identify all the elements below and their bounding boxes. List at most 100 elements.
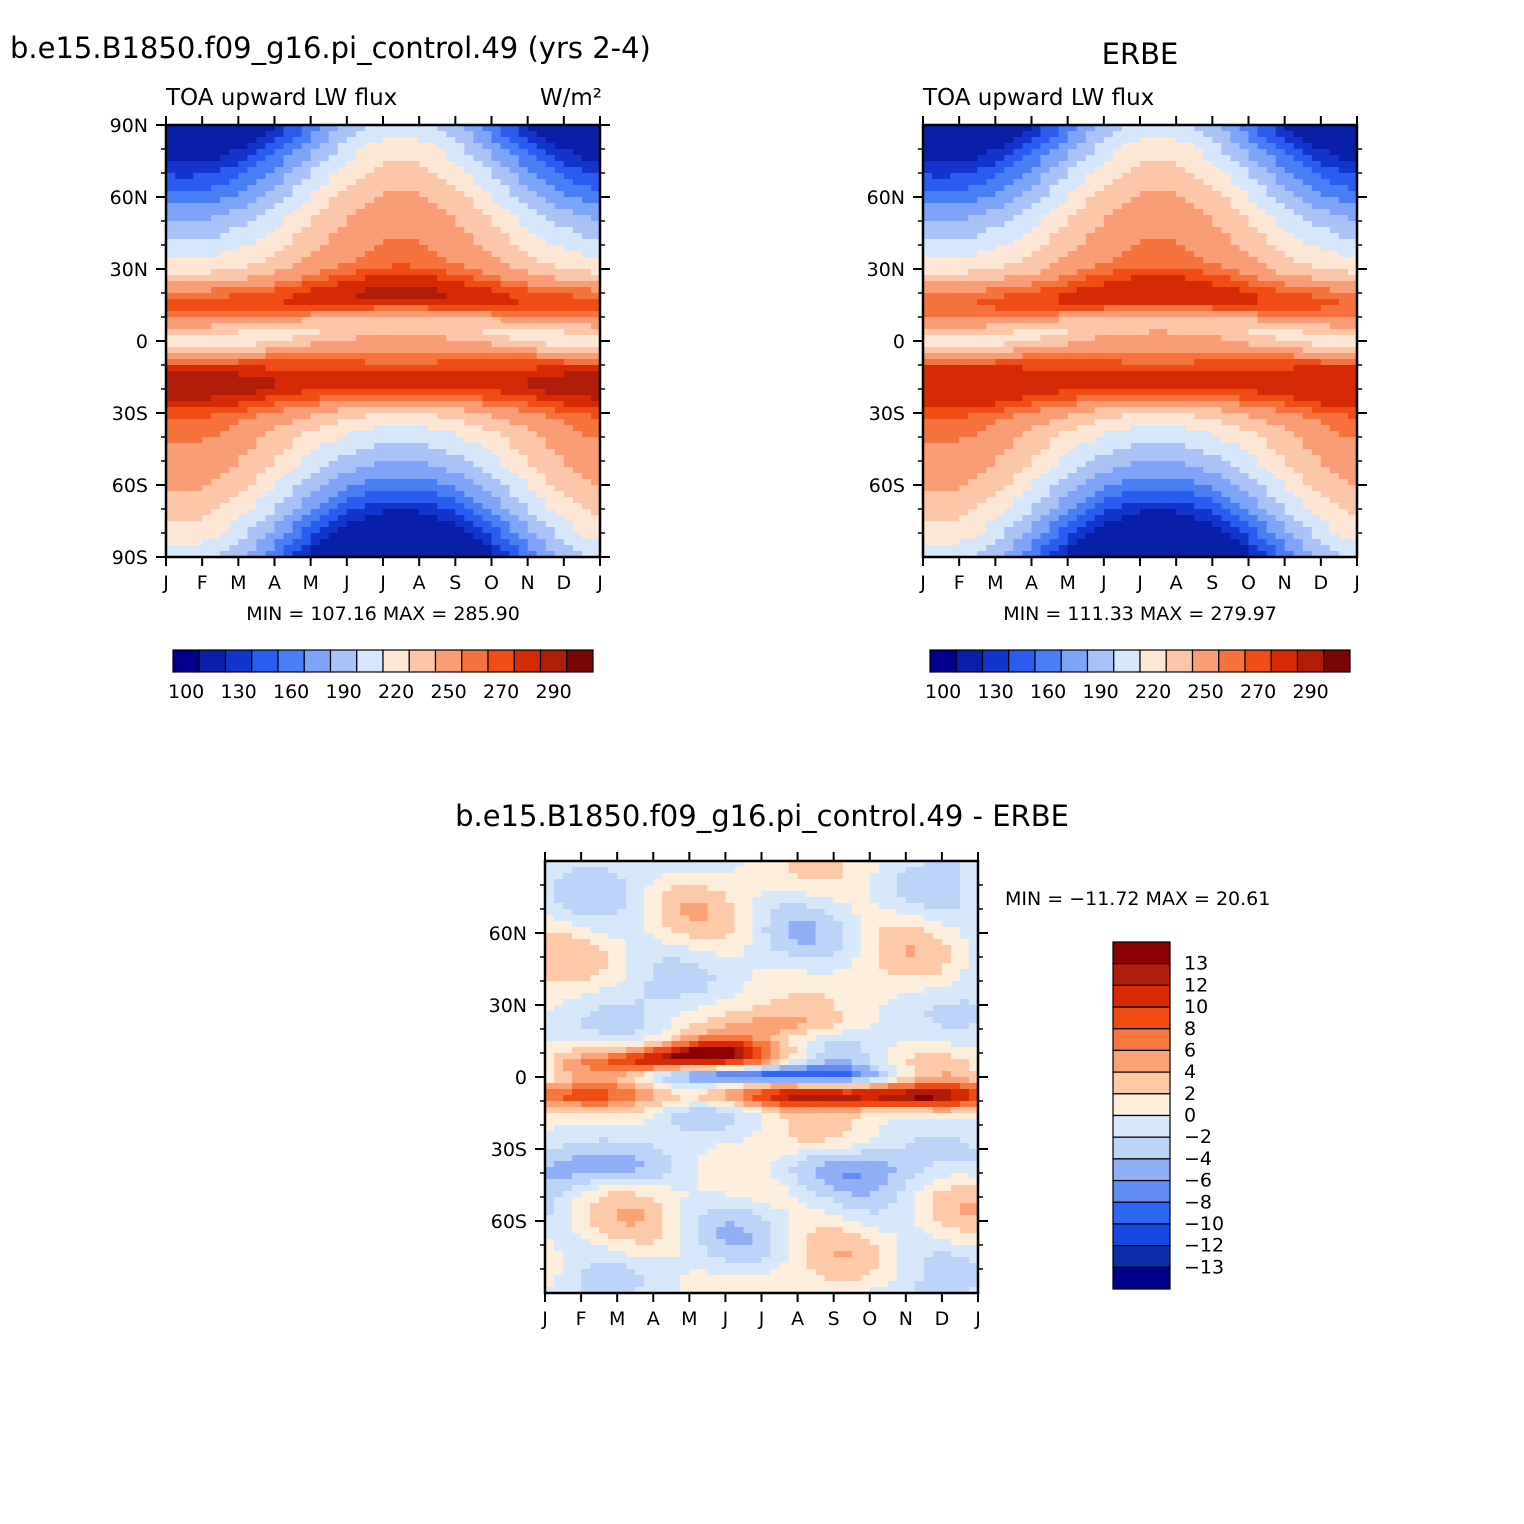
heatmap-cell — [364, 245, 375, 252]
heatmap-cell — [563, 155, 574, 162]
heatmap-cell — [959, 257, 969, 264]
heatmap-cell — [941, 515, 951, 522]
heatmap-cell — [473, 281, 484, 288]
heatmap-cell — [923, 131, 933, 138]
heatmap-cell — [986, 143, 996, 150]
heatmap-cell — [256, 239, 267, 246]
heatmap-cell — [364, 461, 375, 468]
heatmap-cell — [256, 191, 267, 198]
heatmap-cell — [1040, 359, 1051, 366]
heatmap-cell — [995, 431, 1005, 438]
heatmap-cell — [1058, 347, 1069, 354]
heatmap-cell — [1094, 239, 1105, 246]
heatmap-cell — [536, 227, 547, 234]
heatmap-cell — [166, 143, 176, 150]
heatmap-cell — [211, 155, 221, 162]
heatmap-cell — [328, 209, 339, 216]
heatmap-cell — [941, 497, 951, 504]
heatmap-cell — [437, 497, 447, 504]
heatmap-cell — [220, 299, 230, 306]
heatmap-cell — [1022, 287, 1033, 294]
heatmap-cell — [373, 239, 384, 246]
heatmap-cell — [247, 137, 258, 144]
heatmap-cell — [428, 377, 438, 384]
heatmap-cell — [301, 455, 312, 462]
heatmap-cell — [373, 431, 384, 438]
heatmap-cell — [1031, 173, 1042, 180]
heatmap-cell — [527, 143, 538, 150]
heatmap-cell — [238, 185, 248, 192]
heatmap-cell — [959, 167, 969, 174]
heatmap-cell — [923, 149, 933, 156]
heatmap-cell — [572, 275, 583, 282]
heatmap-cell — [941, 173, 951, 180]
heatmap-cell — [455, 143, 465, 150]
heatmap-cell — [1076, 197, 1087, 204]
heatmap-cell — [554, 329, 565, 336]
heatmap-cell — [536, 461, 547, 468]
heatmap-cell — [1094, 341, 1105, 348]
heatmap-cell — [1076, 527, 1087, 534]
heatmap-cell — [319, 305, 330, 312]
heatmap-cell — [500, 347, 511, 354]
heatmap-cell — [923, 491, 933, 498]
heatmap-cell — [1031, 473, 1042, 480]
heatmap-cell — [292, 497, 303, 504]
heatmap-cell — [545, 485, 556, 492]
heatmap-cell — [328, 149, 339, 156]
heatmap-cell — [482, 527, 493, 534]
heatmap-cell — [256, 545, 267, 552]
heatmap-cell — [536, 305, 547, 312]
heatmap-cell — [1013, 473, 1024, 480]
heatmap-cell — [410, 185, 420, 192]
heatmap-cell — [977, 269, 987, 276]
heatmap-cell — [265, 323, 276, 330]
heatmap-cell — [1049, 179, 1060, 186]
heatmap-cell — [428, 125, 438, 132]
heatmap-cell — [166, 245, 176, 252]
heatmap-cell — [319, 383, 330, 390]
heatmap-cell — [428, 311, 438, 318]
heatmap-cell — [455, 521, 465, 528]
heatmap-cell — [220, 239, 230, 246]
heatmap-cell — [184, 269, 194, 276]
heatmap-cell — [265, 539, 276, 546]
heatmap-cell — [518, 467, 529, 474]
heatmap-cell — [283, 221, 294, 228]
heatmap-cell — [283, 299, 294, 306]
heatmap-cell — [328, 191, 339, 198]
heatmap-cell — [437, 365, 447, 372]
heatmap-cell — [464, 515, 475, 522]
heatmap-cell — [301, 467, 312, 474]
heatmap-cell — [220, 353, 230, 360]
heatmap-cell — [373, 551, 384, 558]
heatmap-cell — [229, 233, 239, 240]
heatmap-cell — [419, 203, 429, 210]
heatmap-cell — [166, 323, 176, 330]
heatmap-cell — [563, 275, 574, 282]
heatmap-cell — [1067, 473, 1078, 480]
heatmap-cell — [1094, 371, 1105, 378]
heatmap-cell — [545, 389, 556, 396]
heatmap-cell — [1040, 233, 1051, 240]
heatmap-cell — [473, 251, 484, 258]
heatmap-cell — [383, 281, 393, 288]
heatmap-cell — [545, 221, 556, 228]
heatmap-cell — [455, 305, 465, 312]
obs-subtitle: TOA upward LW flux — [922, 85, 1154, 111]
diff-title: b.e15.B1850.f09_g16.pi_control.49 - ERBE — [455, 799, 1069, 833]
heatmap-cell — [310, 527, 321, 534]
heatmap-cell — [247, 467, 258, 474]
heatmap-cell — [373, 449, 384, 456]
heatmap-cell — [220, 521, 230, 528]
heatmap-cell — [238, 401, 248, 408]
heatmap-cell — [292, 125, 303, 132]
heatmap-cell — [175, 461, 185, 468]
heatmap-cell — [536, 311, 547, 318]
heatmap-cell — [175, 137, 185, 144]
heatmap-cell — [1067, 509, 1078, 516]
heatmap-cell — [193, 395, 203, 402]
heatmap-cell — [301, 203, 312, 210]
heatmap-cell — [437, 251, 447, 258]
heatmap-cell — [1004, 281, 1015, 288]
